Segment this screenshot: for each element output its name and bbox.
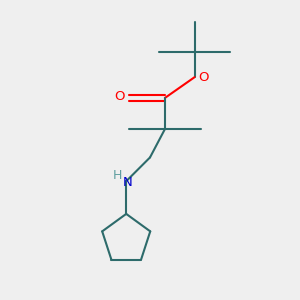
Text: O: O [114, 90, 125, 103]
Text: N: N [123, 176, 133, 189]
Text: H: H [113, 169, 123, 182]
Text: O: O [198, 71, 209, 84]
